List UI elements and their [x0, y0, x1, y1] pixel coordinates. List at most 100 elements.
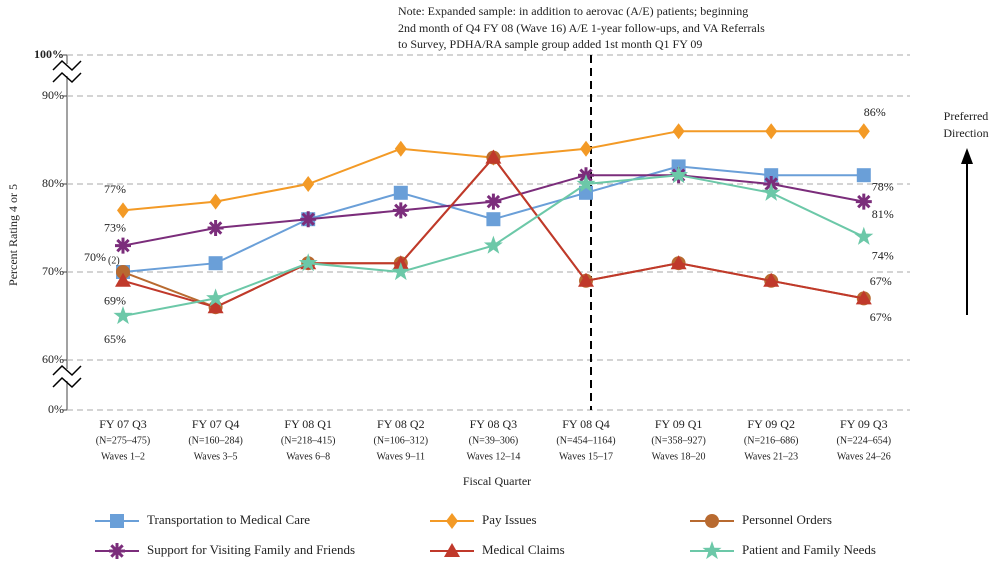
marker: [207, 299, 224, 314]
marker: [110, 514, 124, 528]
marker: [298, 253, 318, 272]
marker: [855, 290, 872, 305]
x-tick-label: FY 09 Q3: [840, 417, 888, 431]
y-tick-label: 100%: [34, 47, 64, 61]
x-tick-label: FY 08 Q4: [562, 417, 610, 431]
marker: [209, 193, 222, 210]
value-label: 69%: [104, 294, 126, 308]
value-label: 67%: [870, 310, 892, 324]
marker: [578, 272, 594, 287]
note: 2nd month of Q4 FY 08 (Wave 16) A/E 1-ye…: [398, 21, 765, 35]
x-axis-title: Fiscal Quarter: [463, 474, 531, 488]
y-tick-label: 60%: [42, 352, 64, 366]
legend-item: Personnel Orders: [690, 512, 832, 528]
y-tick-label: 0%: [48, 402, 64, 416]
marker: [855, 193, 872, 210]
x-tick-label: FY 09 Q1: [655, 417, 703, 431]
marker: [857, 123, 870, 140]
marker: [207, 220, 224, 236]
marker: [115, 237, 131, 254]
y-axis-title: Percent Rating 4 or 5: [6, 184, 20, 286]
x-tick-label: Waves 15–17: [559, 451, 613, 462]
x-tick-label: (N=160–284): [188, 435, 243, 446]
axis-break: [52, 59, 82, 72]
x-tick-label: Waves 3–5: [194, 451, 238, 462]
marker: [206, 288, 226, 307]
note: Note: Expanded sample: in addition to ae…: [398, 4, 748, 18]
marker: [670, 255, 687, 270]
legend-item: Patient and Family Needs: [690, 541, 876, 560]
series: [113, 165, 874, 325]
value-label: 81%: [872, 207, 894, 221]
value-label: 86%: [864, 105, 886, 119]
x-tick-label: FY 08 Q2: [377, 417, 425, 431]
marker: [854, 226, 874, 245]
value-label: 67%: [870, 274, 892, 288]
marker: [483, 235, 503, 254]
x-tick-label: Waves 6–8: [286, 451, 330, 462]
x-tick-label: (N=275–475): [96, 435, 151, 446]
x-tick-label: Waves 21–23: [744, 451, 798, 462]
marker: [113, 306, 133, 325]
marker: [672, 123, 685, 140]
label-footnote: (2): [108, 255, 120, 266]
marker: [300, 211, 317, 228]
marker: [485, 193, 502, 210]
x-tick-label: Waves 9–11: [377, 451, 426, 462]
marker: [705, 514, 719, 528]
marker: [485, 149, 502, 164]
legend-item: Support for Visiting Family and Friends: [95, 542, 355, 559]
legend-label: Patient and Family Needs: [742, 542, 876, 557]
marker: [486, 212, 501, 227]
marker: [446, 513, 458, 529]
legend-label: Transportation to Medical Care: [147, 512, 310, 527]
marker: [444, 543, 460, 557]
marker: [765, 123, 778, 140]
axis-break: [52, 364, 82, 377]
legend-label: Medical Claims: [482, 542, 565, 557]
legend-label: Personnel Orders: [742, 512, 832, 527]
series-line: [122, 174, 864, 247]
axis-break: [52, 71, 82, 84]
x-tick-label: FY 08 Q1: [284, 417, 332, 431]
value-label: 74%: [872, 249, 894, 263]
y-tick-label: 70%: [42, 264, 64, 278]
marker: [117, 202, 129, 219]
x-tick-label: (N=454–1164): [556, 435, 615, 446]
x-tick-label: Waves 18–20: [652, 451, 706, 462]
value-label: 70%: [84, 250, 106, 264]
x-tick-label: Waves 12–14: [466, 451, 520, 462]
series-line: [122, 156, 864, 309]
x-tick-label: FY 07 Q4: [192, 417, 240, 431]
direction-label: Preferred: [944, 109, 989, 123]
x-tick-label: (N=39–306): [469, 435, 519, 446]
x-tick-label: (N=224–654): [837, 435, 892, 446]
marker: [116, 265, 130, 279]
x-tick-label: FY 07 Q3: [99, 417, 147, 431]
x-tick-label: (N=106–312): [374, 435, 429, 446]
value-label: 78%: [872, 179, 894, 193]
legend-label: Pay Issues: [482, 512, 537, 527]
x-tick-label: FY 08 Q3: [470, 417, 518, 431]
y-tick-label: 90%: [42, 88, 64, 102]
value-label: 73%: [104, 220, 126, 234]
marker: [580, 140, 592, 157]
x-tick-label: Waves 24–26: [837, 451, 891, 462]
marker: [208, 256, 223, 271]
y-tick-label: 80%: [42, 176, 64, 190]
marker: [391, 262, 411, 281]
note: to Survey, PDHA/RA sample group added 1s…: [398, 37, 702, 51]
x-tick-label: (N=218–415): [281, 435, 336, 446]
legend-item: Pay Issues: [430, 512, 537, 529]
marker: [761, 182, 781, 201]
series: [116, 150, 871, 315]
legend-label: Support for Visiting Family and Friends: [147, 542, 355, 557]
direction-arrowhead: [961, 148, 973, 164]
marker: [115, 272, 131, 287]
marker: [856, 168, 871, 183]
marker: [109, 543, 125, 559]
x-tick-label: Waves 1–2: [101, 451, 145, 462]
x-tick-label: (N=358–927): [651, 435, 706, 446]
value-label: 65%: [104, 332, 126, 346]
